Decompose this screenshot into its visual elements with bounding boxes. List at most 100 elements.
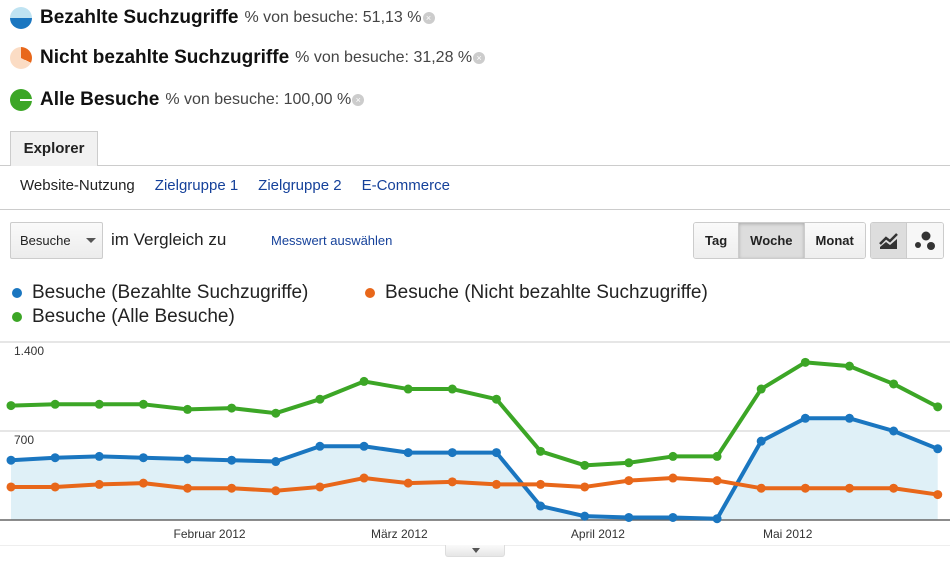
chevron-down-icon (86, 238, 96, 248)
series-line (10, 416, 939, 521)
x-tick-label: Februar 2012 (174, 527, 246, 541)
data-point (403, 448, 413, 458)
legend-dot (12, 312, 22, 322)
data-point (359, 473, 369, 483)
data-point (668, 512, 678, 522)
chevron-down-icon (472, 548, 480, 557)
series-line (11, 476, 939, 497)
data-point (800, 483, 810, 493)
data-point (756, 436, 766, 446)
period-day-button[interactable]: Tag (694, 223, 740, 258)
data-point (50, 453, 60, 463)
period-month-button[interactable]: Monat (804, 223, 865, 258)
metric-value: Besuche (20, 233, 71, 248)
data-point (6, 455, 16, 465)
subnav-e-commerce[interactable]: E-Commerce (361, 177, 450, 194)
data-point (94, 479, 104, 489)
data-point (447, 477, 457, 487)
data-point (491, 394, 501, 404)
data-point (50, 399, 60, 409)
legend-label: Besuche (Nicht bezahlte Suchzugriffe) (385, 282, 708, 303)
data-point (844, 483, 854, 493)
tab-bar-line (0, 165, 950, 166)
data-point (271, 457, 281, 467)
data-point (359, 376, 369, 386)
legend-dot (365, 288, 375, 298)
data-point (183, 404, 193, 414)
data-point (712, 451, 722, 461)
data-point (138, 478, 148, 488)
data-point (800, 357, 810, 367)
tab-explorer[interactable]: Explorer (10, 131, 98, 166)
segment-name: Alle Besuche (40, 89, 160, 110)
legend-dot (12, 288, 22, 298)
x-tick-label: April 2012 (571, 527, 625, 541)
subnav-zielgruppe-2[interactable]: Zielgruppe 2 (258, 177, 342, 194)
remove-segment-icon[interactable]: × (352, 94, 365, 106)
expand-chart-button[interactable] (445, 545, 505, 557)
data-point (536, 501, 546, 511)
data-point (183, 483, 193, 493)
data-point (50, 482, 60, 492)
period-week-button[interactable]: Woche (739, 223, 805, 258)
sub-navigation: Website-Nutzung Zielgruppe 1 Zielgruppe … (20, 177, 450, 194)
series-line (10, 360, 939, 468)
segment-percentage: % von besuche: 51,13 % (244, 9, 422, 26)
legend-label: Besuche (Bezahlte Suchzugriffe) (32, 282, 309, 303)
segment-row: Nicht bezahlte Suchzugriffe % von besuche… (10, 45, 486, 71)
x-tick-label: Mai 2012 (763, 527, 813, 541)
data-point (315, 482, 325, 492)
data-point (889, 483, 899, 493)
series-area (11, 418, 938, 520)
x-tick-label: März 2012 (371, 527, 428, 541)
subnav-zielgruppe-1[interactable]: Zielgruppe 1 (154, 177, 239, 194)
data-point (491, 448, 501, 458)
segment-name: Nicht bezahlte Suchzugriffe (40, 47, 290, 68)
segment-row: Alle Besuche % von besuche: 100,00 % × (10, 87, 365, 113)
data-point (447, 448, 457, 458)
data-point (227, 403, 237, 413)
legend-label: Besuche (Alle Besuche) (32, 306, 235, 327)
segment-pie-icon (10, 47, 32, 69)
segment-percentage: % von besuche: 31,28 % (295, 49, 473, 66)
data-point (844, 413, 854, 423)
data-point (315, 441, 325, 451)
data-point (800, 413, 810, 423)
data-point (183, 454, 193, 464)
select-metric-link[interactable]: Messwert auswählen (271, 233, 393, 248)
data-point (491, 479, 501, 489)
segment-pie-icon (10, 7, 32, 29)
data-point (271, 486, 281, 496)
legend-item-organic[interactable]: Besuche (Nicht bezahlte Suchzugriffe) (365, 282, 708, 304)
segment-percentage: % von besuche: 100,00 % (165, 91, 352, 108)
data-point (403, 478, 413, 488)
data-point (6, 401, 16, 411)
data-point (580, 482, 590, 492)
compare-label: im Vergleich zu (111, 230, 227, 249)
remove-segment-icon[interactable]: × (473, 52, 486, 64)
motion-chart-button[interactable] (907, 223, 943, 258)
data-point (624, 512, 634, 522)
data-point (756, 483, 766, 493)
segment-pie-icon (10, 89, 32, 111)
data-point (94, 399, 104, 409)
segment-row: Bezahlte Suchzugriffe % von besuche: 51,1… (10, 5, 435, 31)
remove-segment-icon[interactable]: × (422, 12, 435, 24)
data-point (712, 476, 722, 486)
data-point (933, 444, 943, 454)
data-point (315, 394, 325, 404)
data-point (536, 446, 546, 456)
line-chart-button[interactable] (871, 223, 907, 258)
data-point (227, 455, 237, 465)
data-point (580, 511, 590, 521)
bubble-chart-icon (915, 231, 935, 250)
data-point (447, 384, 457, 394)
metric-dropdown[interactable]: Besuche (10, 222, 103, 259)
data-point (94, 451, 104, 461)
divider (0, 209, 950, 210)
data-point (403, 384, 413, 394)
subnav-website-nutzung[interactable]: Website-Nutzung (20, 177, 135, 194)
data-point (138, 453, 148, 463)
legend-item-all[interactable]: Besuche (Alle Besuche) (12, 306, 235, 328)
legend-item-paid[interactable]: Besuche (Bezahlte Suchzugriffe) (12, 282, 308, 304)
